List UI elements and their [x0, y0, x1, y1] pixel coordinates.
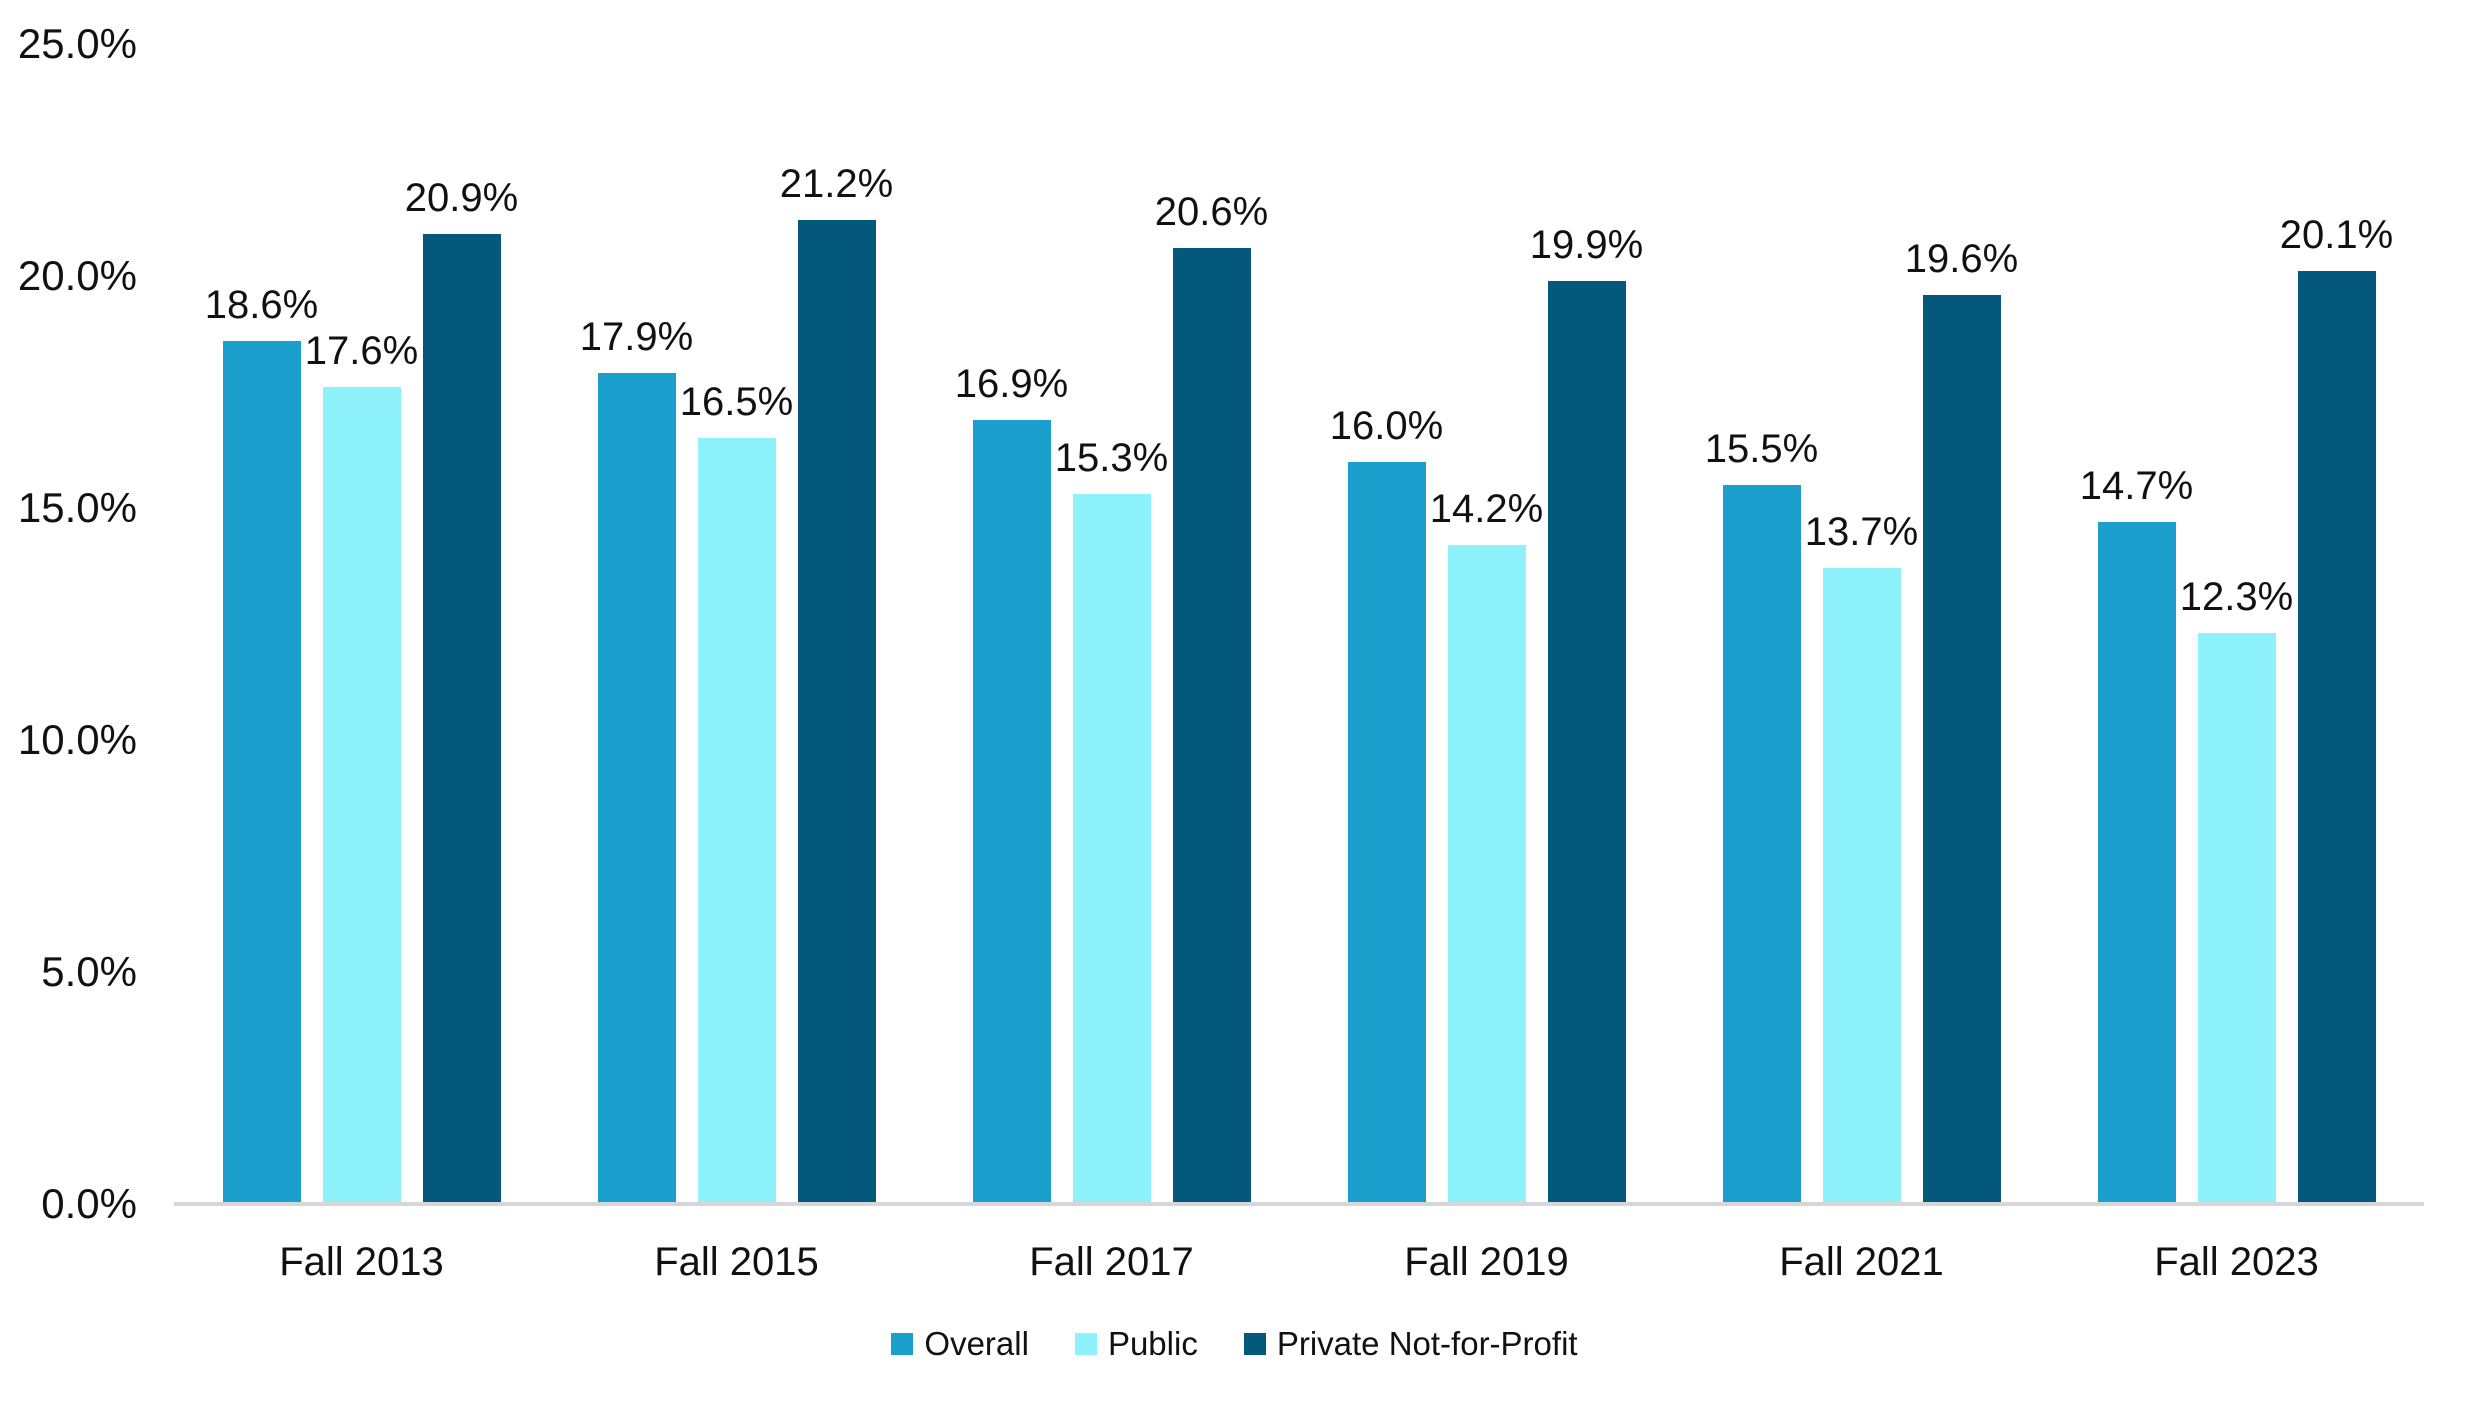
legend-swatch-icon	[891, 1333, 914, 1355]
bar-value-label: 16.0%	[1329, 403, 1444, 448]
bar-value-label: 20.9%	[404, 176, 519, 221]
bar-private-not-for-profit-fall-2019	[1547, 280, 1626, 1203]
x-axis-category-label: Fall 2023	[2154, 1240, 2319, 1284]
bar-value-label: 17.9%	[579, 315, 694, 360]
x-axis-line	[174, 1202, 2424, 1206]
y-axis-tick-label: 15.0%	[17, 484, 137, 531]
bar-overall-fall-2021	[1722, 484, 1801, 1203]
bar-public-fall-2023	[2197, 633, 2276, 1203]
bar-value-label: 14.7%	[2079, 463, 2194, 508]
bar-value-label: 16.5%	[679, 380, 794, 425]
bar-overall-fall-2013	[222, 340, 301, 1203]
bar-overall-fall-2023	[2097, 521, 2176, 1203]
bar-private-not-for-profit-fall-2017	[1172, 248, 1251, 1203]
y-axis-tick-label: 25.0%	[17, 20, 137, 67]
x-axis-category-label: Fall 2013	[279, 1240, 444, 1284]
legend: Overall Public Private Not-for-Profit	[0, 1326, 2469, 1362]
bar-value-label: 19.9%	[1529, 222, 1644, 267]
bar-public-fall-2015	[697, 438, 776, 1203]
bar-private-not-for-profit-fall-2013	[422, 234, 501, 1203]
bar-public-fall-2021	[1822, 568, 1901, 1203]
x-axis-category-label: Fall 2017	[1029, 1240, 1194, 1284]
bar-value-label: 16.9%	[954, 361, 1069, 406]
legend-label: Overall	[924, 1325, 1029, 1362]
bar-value-label: 19.6%	[1904, 236, 2019, 281]
y-axis-tick-label: 5.0%	[41, 948, 137, 995]
x-axis-category-label: Fall 2021	[1779, 1240, 1944, 1284]
bar-private-not-for-profit-fall-2015	[797, 220, 876, 1203]
bar-value-label: 21.2%	[779, 162, 894, 207]
bar-value-label: 14.2%	[1429, 487, 1544, 532]
bar-private-not-for-profit-fall-2021	[1922, 294, 2001, 1203]
legend-label: Private Not-for-Profit	[1276, 1325, 1578, 1362]
legend-swatch-icon	[1074, 1333, 1097, 1355]
y-axis-tick-label: 10.0%	[17, 716, 137, 763]
bar-value-label: 15.3%	[1054, 436, 1169, 481]
bar-overall-fall-2015	[597, 373, 676, 1203]
legend-item-private-not-for-profit: Private Not-for-Profit	[1243, 1325, 1578, 1362]
x-axis-category-label: Fall 2019	[1404, 1240, 1569, 1284]
bar-public-fall-2013	[322, 387, 401, 1203]
legend-label: Public	[1107, 1325, 1198, 1362]
legend-item-public: Public	[1074, 1325, 1198, 1362]
y-axis-tick-label: 0.0%	[41, 1180, 137, 1227]
legend-item-overall: Overall	[891, 1326, 1029, 1362]
bar-value-label: 18.6%	[204, 282, 319, 327]
bar-value-label: 20.1%	[2279, 213, 2394, 258]
bar-value-label: 12.3%	[2179, 575, 2294, 620]
bar-value-label: 13.7%	[1804, 510, 1919, 555]
legend-swatch-icon	[1243, 1333, 1266, 1355]
y-axis-tick-label: 20.0%	[17, 252, 137, 299]
bar-private-not-for-profit-fall-2023	[2297, 271, 2376, 1203]
bar-value-label: 17.6%	[304, 329, 419, 374]
bar-public-fall-2017	[1072, 494, 1151, 1203]
bar-value-label: 15.5%	[1704, 426, 1819, 471]
bar-overall-fall-2017	[972, 419, 1051, 1203]
bar-public-fall-2019	[1447, 545, 1526, 1203]
bar-overall-fall-2019	[1347, 461, 1426, 1203]
bar-value-label: 20.6%	[1154, 190, 1269, 235]
x-axis-category-label: Fall 2015	[654, 1240, 819, 1284]
